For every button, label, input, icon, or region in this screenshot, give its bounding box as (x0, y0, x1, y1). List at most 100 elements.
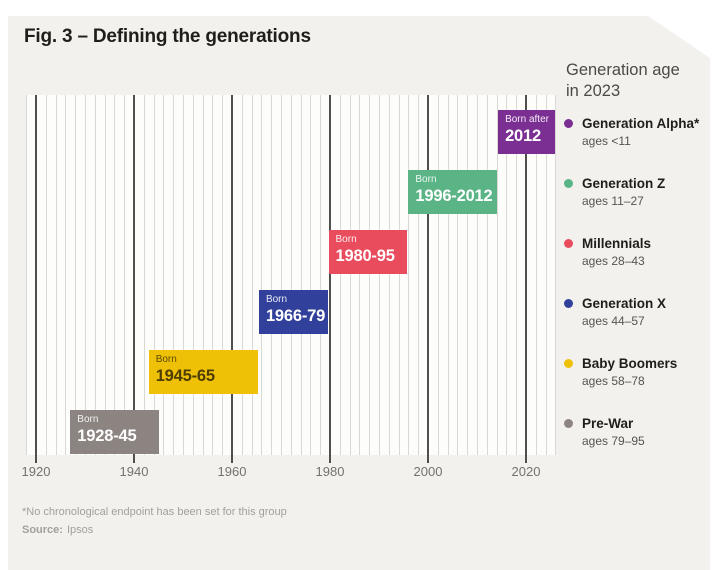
plot-area: 1920 1940 1960 1980 2000 2020 Born after 2012 Bo… (22, 95, 557, 479)
legend-entry-text: Generation X ages 44–57 (582, 296, 666, 328)
gridline-major (35, 95, 37, 463)
gridline-minor (124, 95, 126, 455)
gridline-minor (467, 95, 469, 455)
x-axis-tick-label: 2000 (413, 464, 443, 479)
gridline-minor (369, 95, 371, 455)
gridline-minor (437, 95, 439, 455)
gridline-major (133, 95, 135, 463)
gridline-minor (212, 95, 214, 455)
generation-bar: Born 1966-79 (258, 290, 328, 334)
gridline-minor (310, 95, 312, 455)
legend-generation-ages: ages 44–57 (582, 314, 645, 328)
figure-number: Fig. 3 – (24, 26, 88, 47)
legend-entry: Generation Alpha* ages <11 (564, 116, 714, 148)
legend-entry: Pre-War ages 79–95 (564, 416, 714, 448)
gridline-minor (153, 95, 155, 455)
gridline-minor (447, 95, 449, 455)
legend-entry-text: Generation Alpha* ages <11 (582, 116, 699, 148)
legend-header-line2: in 2023 (566, 82, 621, 100)
gridline-major (231, 95, 233, 463)
legend-generation-name: Generation Alpha* (582, 116, 700, 131)
gridline-minor (222, 95, 224, 455)
generation-bar: Born after 2012 (498, 110, 556, 154)
gridline-minor (45, 95, 47, 455)
gridline-minor (496, 95, 498, 455)
legend-generation-name: Generation X (582, 296, 667, 311)
legend-dot-icon (564, 299, 573, 308)
x-axis-tick-label: 2020 (511, 464, 541, 479)
source-value: Ipsos (66, 524, 94, 536)
bar-years-label: 2012 (505, 127, 541, 145)
legend-entry: Generation Z ages 11–27 (564, 176, 714, 208)
legend-entry: Baby Boomers ages 58–78 (564, 356, 714, 388)
gridline-minor (251, 95, 253, 455)
legend-generation-ages: ages 28–43 (582, 254, 645, 268)
legend-generation-name: Millennials (582, 236, 652, 251)
generation-bar: Born 1945-65 (148, 350, 258, 394)
x-axis-tick-label: 1920 (21, 464, 51, 479)
bar-years-label: 1966-79 (265, 307, 326, 325)
legend-entry-text: Generation Z ages 11–27 (582, 176, 665, 208)
gridline-minor (408, 95, 410, 455)
bar-born-label: Born (415, 174, 437, 185)
bar-born-label: Born (335, 234, 357, 245)
source-label: Source: (22, 524, 63, 536)
gridline-minor (457, 95, 459, 455)
gridline-major (427, 95, 429, 463)
gridline-major (329, 95, 331, 463)
x-axis-tick-label: 1960 (217, 464, 247, 479)
gridline-minor (506, 95, 508, 455)
generation-bar: Born 1928-45 (70, 410, 160, 454)
bar-years-label: 1928-45 (77, 427, 137, 445)
gridline-minor (104, 95, 106, 455)
gridline-minor (173, 95, 175, 455)
bar-born-label: Born (265, 294, 288, 305)
gridline-minor (163, 95, 165, 455)
gridline-minor (486, 95, 488, 455)
generation-bar: Born 1996-2012 (408, 170, 497, 214)
bar-born-label: Born (77, 414, 99, 425)
legend-entry: Millennials ages 28–43 (564, 236, 714, 268)
legend-header: Generation age in 2023 (566, 60, 680, 102)
bar-years-label: 1980-95 (335, 247, 395, 265)
x-axis-tick-label: 1940 (119, 464, 149, 479)
gridline-minor (143, 95, 145, 455)
legend-generation-name: Baby Boomers (582, 356, 678, 371)
gridline-minor (55, 95, 57, 455)
gridline-minor (26, 95, 28, 455)
gridline-minor (516, 95, 518, 455)
gridline-minor (477, 95, 478, 455)
gridline-minor (281, 95, 282, 455)
generation-bar: Born 1980-95 (328, 230, 407, 274)
gridline-minor (359, 95, 361, 455)
gridline-minor (192, 95, 194, 455)
figure-title: Fig. 3 – Defining the generations (24, 26, 311, 48)
gridline-minor (379, 95, 380, 455)
legend-dot-icon (564, 359, 573, 368)
legend-header-line1: Generation age (566, 61, 680, 79)
gridline-minor (555, 95, 557, 455)
gridline-minor (349, 95, 351, 455)
legend-entry-text: Millennials ages 28–43 (582, 236, 651, 268)
figure-title-text: Defining the generations (92, 26, 311, 47)
legend-entry-text: Baby Boomers ages 58–78 (582, 356, 677, 388)
legend-generation-name: Generation Z (582, 176, 666, 191)
gridline-minor (114, 95, 116, 455)
x-axis-tick-label: 1980 (315, 464, 345, 479)
legend-generation-name: Pre-War (582, 416, 634, 431)
gridline-minor (398, 95, 400, 455)
gridline-minor (418, 95, 420, 455)
gridline-minor (271, 95, 273, 455)
bar-born-label: Born after (505, 114, 549, 125)
gridline-minor (339, 95, 341, 455)
legend-dot-icon (564, 119, 573, 128)
gridline-minor (290, 95, 292, 455)
gridline-minor (261, 95, 263, 455)
gridline-minor (320, 95, 322, 455)
gridline-minor (183, 95, 184, 455)
gridline-minor (545, 95, 547, 455)
footnote: *No chronological endpoint has been set … (22, 506, 287, 518)
source-line: Source: Ipsos (22, 524, 93, 536)
gridline-minor (75, 95, 77, 455)
